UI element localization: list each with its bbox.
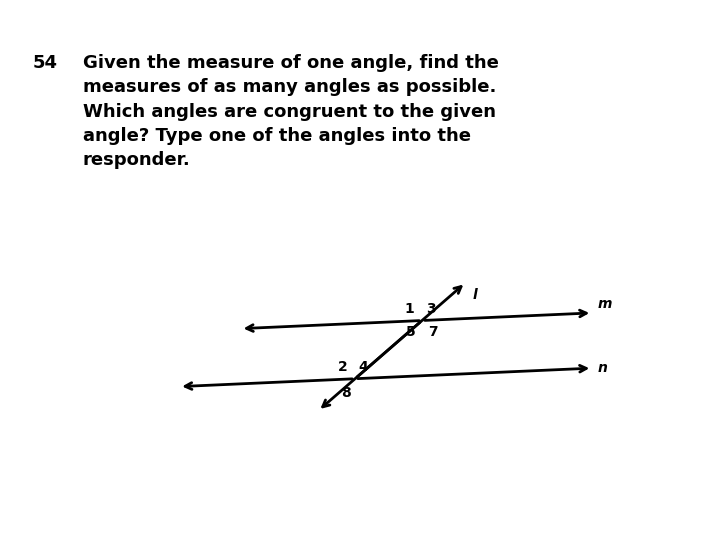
Text: l: l — [472, 288, 477, 302]
Text: Given the measure of one angle, find the
measures of as many angles as possible.: Given the measure of one angle, find the… — [83, 54, 499, 169]
Text: m: m — [598, 297, 612, 311]
Text: 54: 54 — [32, 54, 58, 72]
Text: 2: 2 — [338, 360, 348, 374]
Text: 4: 4 — [359, 360, 369, 374]
Text: 3: 3 — [426, 302, 436, 316]
Text: 8: 8 — [341, 386, 351, 400]
Text: 1: 1 — [405, 302, 415, 316]
Text: 5: 5 — [406, 325, 416, 339]
Text: 7: 7 — [428, 325, 438, 339]
Text: n: n — [598, 361, 608, 375]
